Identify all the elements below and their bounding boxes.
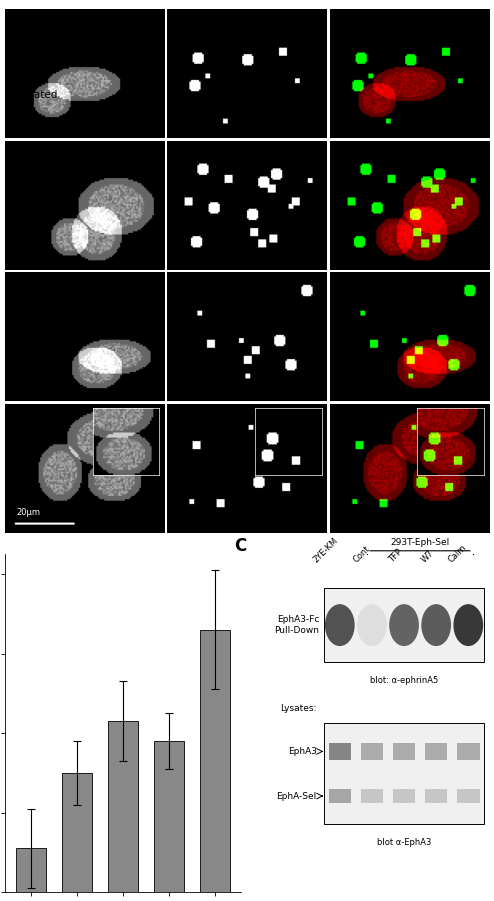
- Circle shape: [454, 605, 483, 645]
- Text: untreated: untreated: [6, 89, 57, 100]
- Bar: [457, 789, 480, 803]
- Bar: [154, 741, 184, 892]
- Text: W7: W7: [6, 432, 23, 442]
- Text: EphA3-Fc
Pull-Down: EphA3-Fc Pull-Down: [274, 615, 319, 635]
- Text: 2YE-KM: 2YE-KM: [311, 536, 340, 564]
- Bar: [425, 789, 448, 803]
- Text: A: A: [5, 14, 20, 32]
- Bar: [201, 630, 230, 892]
- Text: Lysates:: Lysates:: [280, 704, 317, 713]
- Bar: [329, 789, 351, 803]
- Circle shape: [326, 605, 354, 645]
- Text: 20μm: 20μm: [16, 508, 40, 517]
- Text: Cont: Cont: [352, 544, 372, 564]
- Bar: [329, 743, 351, 760]
- Bar: [16, 848, 45, 892]
- Circle shape: [358, 605, 386, 645]
- Text: EphA-Sel: EphA-Sel: [277, 792, 317, 801]
- Circle shape: [422, 605, 451, 645]
- Text: EphA3: EphA3: [288, 747, 317, 756]
- Text: α-EphA3(red): α-EphA3(red): [52, 25, 121, 35]
- Text: W7: W7: [420, 549, 436, 564]
- FancyBboxPatch shape: [324, 724, 484, 824]
- Text: ephrinA5-Fc(green): ephrinA5-Fc(green): [194, 25, 295, 35]
- Bar: [108, 721, 138, 892]
- Text: blot α-EphA3: blot α-EphA3: [377, 838, 431, 847]
- Text: Calm: Calm: [447, 542, 468, 564]
- Text: Calm: Calm: [6, 305, 33, 316]
- Bar: [457, 743, 480, 760]
- Circle shape: [390, 605, 418, 645]
- Bar: [361, 743, 383, 760]
- Bar: [393, 789, 415, 803]
- Text: merge: merge: [386, 25, 419, 35]
- Text: 293T-Eph-Sel: 293T-Eph-Sel: [390, 539, 450, 548]
- Bar: [62, 773, 92, 892]
- Bar: [425, 743, 448, 760]
- Text: TFP: TFP: [387, 547, 404, 564]
- Bar: [393, 743, 415, 760]
- Bar: [361, 789, 383, 803]
- Text: TFP: TFP: [6, 197, 24, 208]
- FancyBboxPatch shape: [324, 588, 484, 662]
- Text: blot: α-ephrinA5: blot: α-ephrinA5: [370, 676, 438, 685]
- Text: C: C: [234, 537, 247, 555]
